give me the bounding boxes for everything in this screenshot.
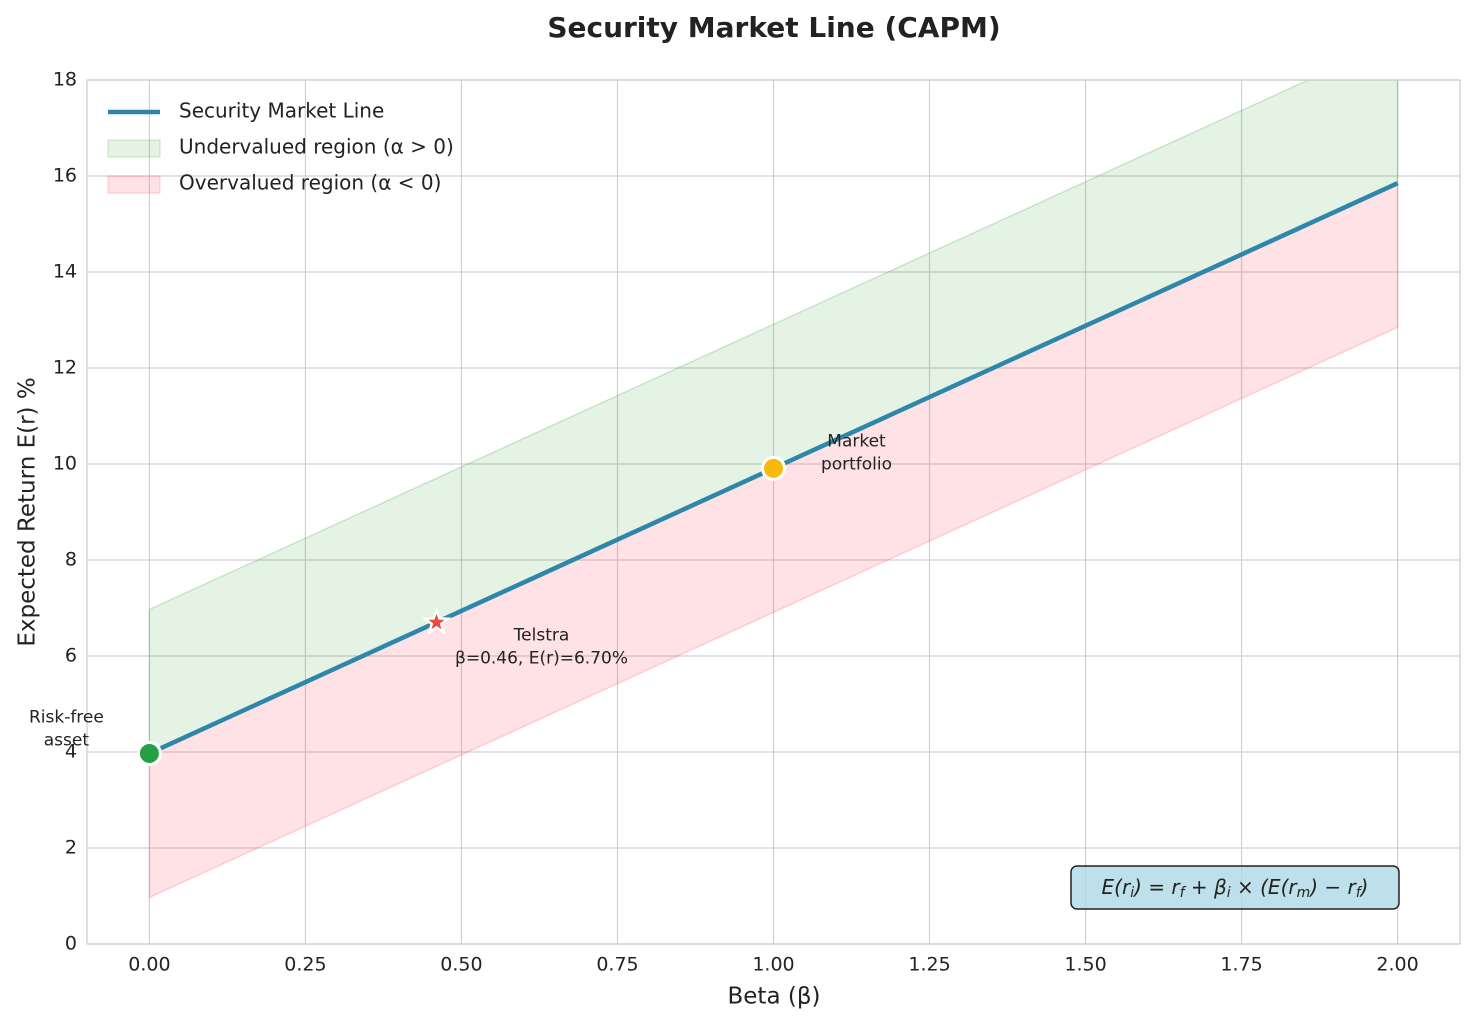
point-marker (136, 740, 162, 766)
point-marker (761, 455, 786, 481)
point-label: asset (44, 730, 90, 750)
legend-label: Security Market Line (179, 99, 384, 123)
point-label: β=0.46, E(r)=6.70% (455, 648, 628, 668)
x-tick-label: 1.50 (1064, 954, 1106, 976)
formula-part: + β (1185, 875, 1227, 899)
point-label: Risk-free (29, 707, 104, 727)
point-label: Market (827, 431, 886, 451)
formula-part: i (1130, 885, 1134, 901)
axes-frame (86, 79, 1461, 945)
x-tick-label: 1.75 (1220, 954, 1262, 976)
x-tick-label: 0.75 (596, 954, 638, 976)
formula-part: m (1297, 885, 1311, 901)
formula-part: ) (1359, 875, 1369, 899)
formula-part: E(r (1102, 875, 1132, 899)
legend-label: Overvalued region (α < 0) (179, 171, 441, 195)
formula-box (1070, 865, 1400, 910)
y-tick-label: 8 (65, 549, 77, 571)
formula-part: × (E(r (1231, 875, 1299, 899)
y-tick-label: 12 (53, 357, 77, 379)
y-axis-label: Expected Return E(r) % (15, 377, 41, 646)
y-tick-label: 10 (53, 453, 77, 475)
formula-part: ) = r (1132, 875, 1181, 899)
x-tick-label: 0.00 (128, 954, 170, 976)
legend-swatch (107, 139, 161, 158)
y-tick-label: 14 (53, 261, 77, 283)
y-tick-label: 4 (65, 741, 77, 763)
point-label: Telstra (513, 625, 570, 645)
formula-part: i (1227, 885, 1231, 901)
formula-part: f (1180, 885, 1187, 901)
y-tick-label: 16 (53, 165, 77, 187)
overlay: 0.00 0.25 0.50 0.75 1.00 1.25 1.50 1.75 2.00 0 2 4 6… (29, 69, 1419, 976)
formula: E(ri) = rf + βi × (E(rm) − rf) (1102, 875, 1369, 902)
legend-swatch (107, 175, 161, 194)
y-tick-label: 0 (65, 933, 77, 955)
point-label: portfolio (821, 454, 892, 474)
x-tick-label: 0.25 (284, 954, 326, 976)
x-tick-label: 2.00 (1376, 954, 1418, 976)
legend-label: Undervalued region (α > 0) (179, 135, 454, 159)
chart-title: Security Market Line (CAPM) (547, 11, 1000, 44)
point-marker (421, 606, 452, 636)
x-tick-label: 1.00 (752, 954, 794, 976)
x-tick-label: 1.25 (908, 954, 950, 976)
x-axis-label: Beta (β) (728, 984, 821, 1010)
formula-part: f (1356, 885, 1363, 901)
x-tick-label: 0.50 (440, 954, 482, 976)
y-tick-label: 6 (65, 645, 77, 667)
y-tick-label: 18 (53, 69, 77, 91)
y-tick-label: 2 (65, 837, 77, 859)
formula-part: ) − r (1308, 875, 1357, 899)
